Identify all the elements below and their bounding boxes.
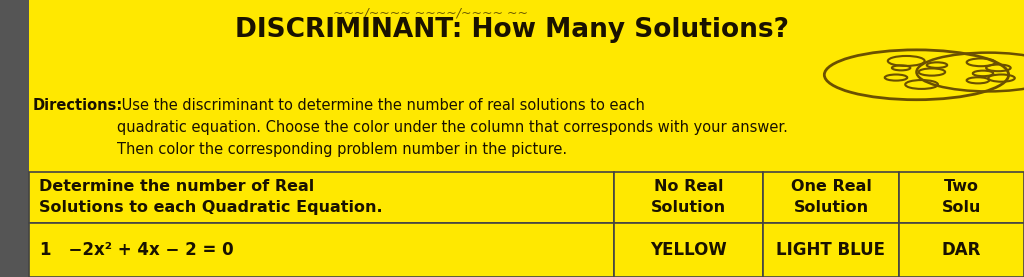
Text: One Real
Solution: One Real Solution <box>791 179 871 215</box>
Text: Use the discriminant to determine the number of real solutions to each
quadratic: Use the discriminant to determine the nu… <box>117 98 787 157</box>
Text: Determine the number of Real
Solutions to each Quadratic Equation.: Determine the number of Real Solutions t… <box>39 179 383 215</box>
Text: 1: 1 <box>39 241 50 259</box>
Text: LIGHT BLUE: LIGHT BLUE <box>776 241 886 259</box>
Bar <box>29 172 614 223</box>
Text: YELLOW: YELLOW <box>650 241 727 259</box>
Text: Two
Solu: Two Solu <box>942 179 981 215</box>
Bar <box>763 172 899 223</box>
Text: −2x² + 4x − 2 = 0: −2x² + 4x − 2 = 0 <box>57 241 233 259</box>
Bar <box>763 223 899 277</box>
Text: Directions:: Directions: <box>33 98 123 113</box>
Bar <box>614 223 763 277</box>
Text: DISCRIMINANT: How Many Solutions?: DISCRIMINANT: How Many Solutions? <box>234 17 790 43</box>
Bar <box>899 172 1024 223</box>
Bar <box>0 0 29 277</box>
Text: ~~~/~~~~ ~~~~/~~~~ ~~: ~~~/~~~~ ~~~~/~~~~ ~~ <box>333 7 527 20</box>
Bar <box>899 223 1024 277</box>
Text: DAR: DAR <box>942 241 981 259</box>
Bar <box>29 223 614 277</box>
Text: No Real
Solution: No Real Solution <box>651 179 726 215</box>
Bar <box>614 172 763 223</box>
